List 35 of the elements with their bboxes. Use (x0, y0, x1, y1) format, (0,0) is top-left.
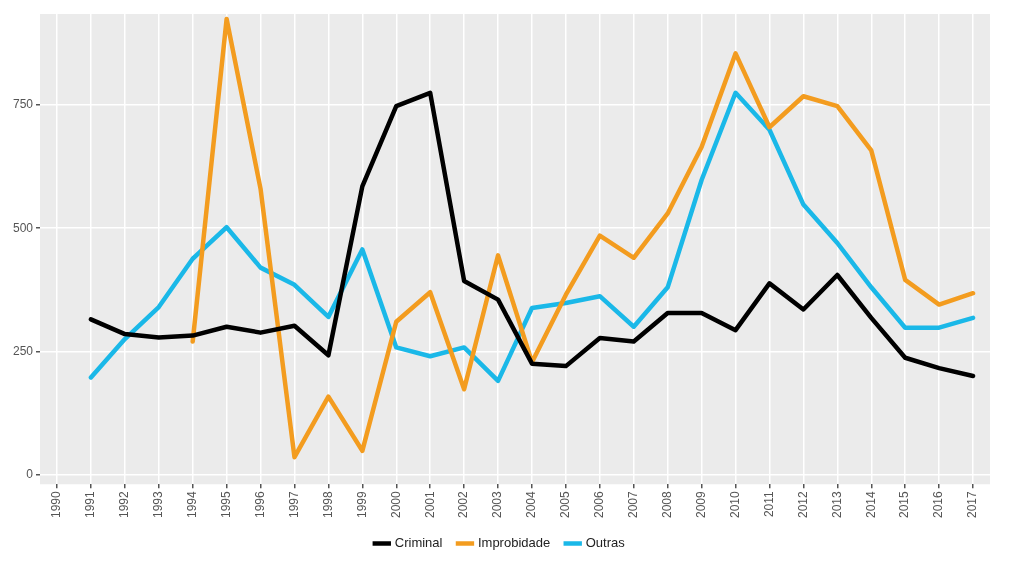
x-tick-label: 2005 (558, 490, 573, 519)
x-tick-label: 2012 (795, 490, 810, 519)
x-tick-label: 1991 (83, 490, 98, 519)
x-tick-label: 2013 (829, 490, 844, 519)
x-tick-label: 2006 (592, 490, 607, 519)
x-tick-label: 2016 (931, 490, 946, 519)
x-tick-label: 2000 (388, 490, 403, 519)
x-tick-label: 2004 (524, 490, 539, 519)
x-tick-label: 2001 (422, 490, 437, 519)
x-tick-label: 2011 (761, 490, 776, 518)
legend-label: Outras (585, 535, 626, 551)
x-tick-label: 1992 (117, 490, 132, 519)
legend-label: Improbidade (477, 535, 551, 551)
x-tick-label: 1997 (286, 490, 301, 519)
y-tick-label: 250 (12, 343, 34, 358)
x-tick-label: 1993 (151, 490, 166, 519)
x-tick-label: 1994 (185, 490, 200, 519)
x-tick-label: 2017 (965, 490, 980, 519)
x-tick-label: 1998 (320, 490, 335, 519)
x-tick-label: 1996 (252, 490, 267, 519)
y-tick-label: 0 (26, 466, 34, 481)
y-tick-label: 750 (12, 97, 34, 112)
x-tick-label: 2009 (693, 490, 708, 519)
x-tick-label: 2010 (727, 490, 742, 519)
x-tick-label: 2003 (490, 490, 505, 519)
x-tick-label: 2007 (626, 490, 641, 519)
x-tick-label: 2015 (897, 490, 912, 519)
x-tick-label: 2014 (863, 490, 878, 519)
x-tick-label: 1999 (354, 490, 369, 519)
legend-label: Criminal (394, 535, 443, 551)
x-tick-label: 2008 (660, 490, 674, 519)
x-tick-label: 2002 (456, 490, 471, 519)
y-tick-label: 500 (12, 220, 34, 235)
x-tick-label: 1995 (218, 490, 233, 519)
x-tick-label: 1990 (49, 490, 64, 519)
